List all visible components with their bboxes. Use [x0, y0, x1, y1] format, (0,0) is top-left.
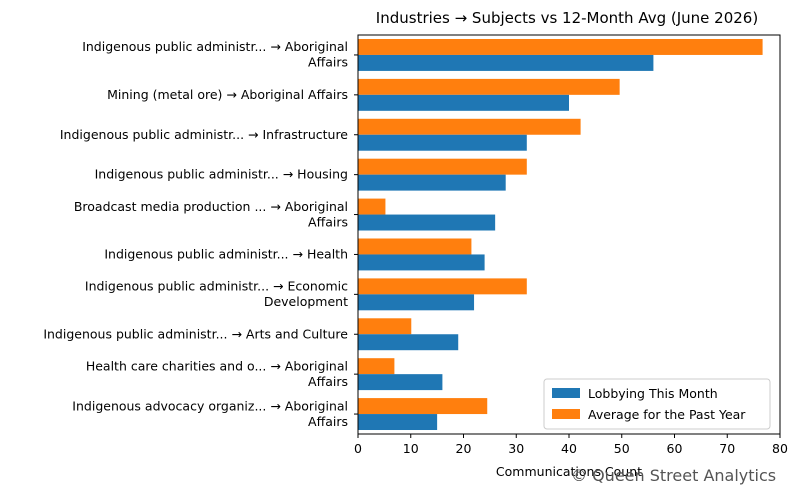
bar-lobbying-this-month	[358, 134, 527, 151]
y-tick-label: Indigenous advocacy organiz... → Aborigi…	[72, 398, 348, 429]
bar-average-past-year	[358, 358, 395, 375]
bar-average-past-year	[358, 78, 620, 95]
y-tick-label: Indigenous public administr... → Economi…	[85, 279, 348, 310]
bar-lobbying-this-month	[358, 54, 654, 71]
legend-swatch	[552, 409, 580, 419]
legend-box	[543, 378, 771, 430]
bar-lobbying-this-month	[358, 214, 496, 231]
y-tick-label: Indigenous public administr... → Infrast…	[60, 127, 348, 142]
x-tick-label: 10	[403, 441, 419, 456]
legend-label: Lobbying This Month	[588, 386, 718, 401]
x-tick-label: 50	[614, 441, 630, 456]
legend-label: Average for the Past Year	[588, 407, 746, 422]
bar-lobbying-this-month	[358, 374, 443, 391]
x-tick-label: 30	[508, 441, 524, 456]
x-tick-label: 20	[456, 441, 472, 456]
x-tick-label: 70	[719, 441, 735, 456]
legend-swatch	[552, 388, 580, 398]
y-tick-label: Indigenous public administr... → Arts an…	[43, 326, 348, 341]
y-tick-label: Health care charities and o... → Aborigi…	[86, 358, 348, 389]
chart-title: Industries → Subjects vs 12-Month Avg (J…	[376, 9, 758, 27]
y-tick-label: Mining (metal ore) → Aboriginal Affairs	[107, 87, 348, 102]
x-tick-label: 80	[772, 441, 788, 456]
bar-average-past-year	[358, 318, 412, 335]
bar-average-past-year	[358, 158, 527, 175]
bar-lobbying-this-month	[358, 294, 475, 311]
y-tick-label: Broadcast media production ... → Aborigi…	[74, 199, 348, 230]
bar-average-past-year	[358, 118, 581, 135]
bar-lobbying-this-month	[358, 414, 438, 431]
bar-average-past-year	[358, 398, 488, 415]
x-tick-label: 0	[354, 441, 362, 456]
bar-average-past-year	[358, 198, 386, 215]
bar-lobbying-this-month	[358, 94, 569, 111]
x-axis-label: Communications Count	[496, 464, 642, 479]
watermark: © Queen Street Analytics	[571, 466, 777, 485]
legend: Lobbying This Month Average for the Past …	[543, 378, 771, 430]
plot-area-frame	[357, 34, 781, 435]
y-tick-label: Indigenous public administr... → Housing	[95, 167, 348, 182]
x-tick-label: 60	[667, 441, 683, 456]
bar-average-past-year	[358, 278, 527, 295]
bar-lobbying-this-month	[358, 254, 485, 271]
bar-average-past-year	[358, 38, 763, 55]
bar-lobbying-this-month	[358, 174, 506, 191]
bar-lobbying-this-month	[358, 334, 459, 351]
bar-average-past-year	[358, 238, 472, 255]
x-tick-label: 40	[561, 441, 577, 456]
y-tick-label: Indigenous public administr... → Health	[104, 246, 348, 261]
y-tick-label: Indigenous public administr... → Aborigi…	[82, 39, 348, 69]
